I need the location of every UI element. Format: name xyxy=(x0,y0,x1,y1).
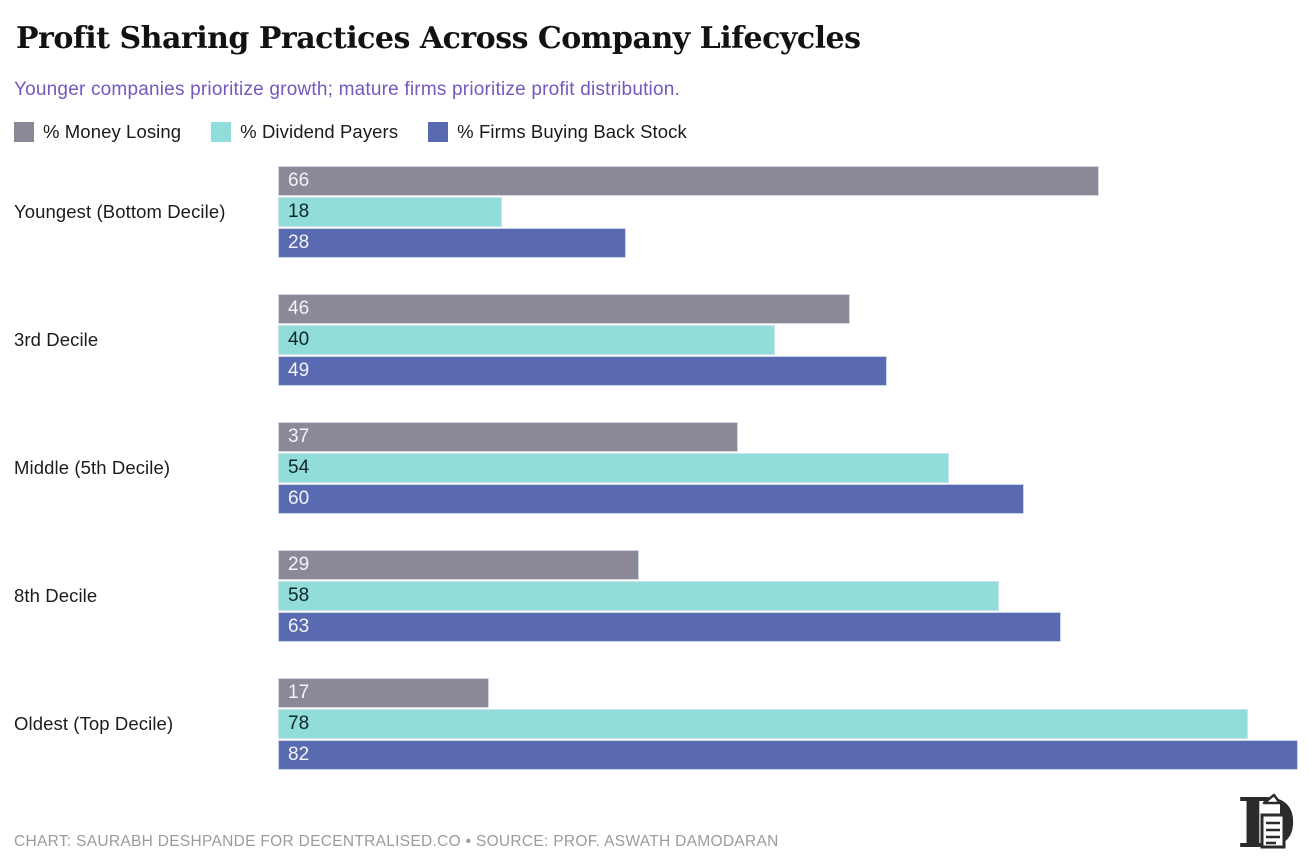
bar-money-losing: 46 xyxy=(278,293,850,324)
bar-stack: 46 40 49 xyxy=(278,293,1310,386)
bar-dividend-payers: 54 xyxy=(278,452,950,483)
bar-buybacks: 63 xyxy=(278,611,1062,642)
bar-buybacks: 82 xyxy=(278,739,1298,770)
bar-group-youngest: Youngest (Bottom Decile) 66 18 28 xyxy=(14,165,1310,258)
credit-line: CHART: SAURABH DESHPANDE FOR DECENTRALIS… xyxy=(14,833,779,850)
category-label: Youngest (Bottom Decile) xyxy=(14,200,226,222)
bar-money-losing: 29 xyxy=(278,549,639,580)
bar-dividend-payers: 58 xyxy=(278,580,1000,611)
chart-title: Profit Sharing Practices Across Company … xyxy=(16,21,861,56)
bar-group-3rd-decile: 3rd Decile 46 40 49 xyxy=(14,293,1310,386)
bar-buybacks: 60 xyxy=(278,483,1025,514)
bar-group-oldest: Oldest (Top Decile) 17 78 82 xyxy=(14,677,1310,770)
chart-subtitle: Younger companies prioritize growth; mat… xyxy=(14,78,680,100)
bar-stack: 29 58 63 xyxy=(278,549,1310,642)
bar-stack: 66 18 28 xyxy=(278,165,1310,258)
bar-buybacks: 49 xyxy=(278,355,888,386)
footer: CHART: SAURABH DESHPANDE FOR DECENTRALIS… xyxy=(14,767,1300,865)
category-label: Oldest (Top Decile) xyxy=(14,712,174,734)
bar-money-losing: 66 xyxy=(278,165,1099,196)
legend-label: % Dividend Payers xyxy=(240,120,399,142)
legend-item-dividend-payers: % Dividend Payers xyxy=(211,121,398,143)
bar-stack: 17 78 82 xyxy=(278,677,1310,770)
category-label: 8th Decile xyxy=(14,584,98,606)
legend-item-buybacks: % Firms Buying Back Stock xyxy=(428,121,687,143)
bar-dividend-payers: 18 xyxy=(278,196,502,227)
category-label: Middle (5th Decile) xyxy=(14,456,171,478)
bar-dividend-payers: 78 xyxy=(278,708,1248,739)
legend: % Money Losing % Dividend Payers % Firms… xyxy=(14,121,1296,143)
bar-stack: 37 54 60 xyxy=(278,421,1310,514)
legend-item-money-losing: % Money Losing xyxy=(14,121,181,143)
legend-label: % Money Losing xyxy=(43,120,182,142)
category-label: 3rd Decile xyxy=(14,328,99,350)
legend-swatch-dividend-payers xyxy=(211,121,232,142)
bar-dividend-payers: 40 xyxy=(278,324,776,355)
bar-group-middle: Middle (5th Decile) 37 54 60 xyxy=(14,421,1310,514)
bar-money-losing: 17 xyxy=(278,677,490,708)
legend-swatch-buybacks xyxy=(428,121,449,142)
bar-group-8th-decile: 8th Decile 29 58 63 xyxy=(14,549,1310,642)
bar-chart: Youngest (Bottom Decile) 66 18 28 3rd De… xyxy=(14,165,1310,770)
bar-buybacks: 28 xyxy=(278,227,627,258)
legend-label: % Firms Buying Back Stock xyxy=(457,120,687,142)
decentralised-logo-icon: D xyxy=(1237,785,1296,859)
legend-swatch-money-losing xyxy=(14,121,34,142)
bar-money-losing: 37 xyxy=(278,421,739,452)
